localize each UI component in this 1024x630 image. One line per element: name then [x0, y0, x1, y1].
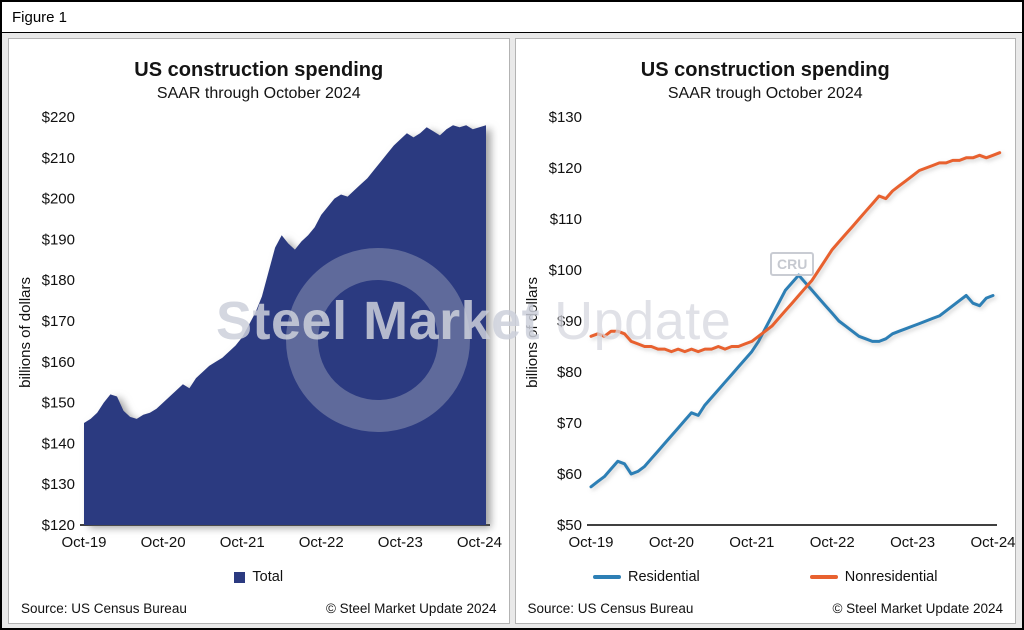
line-series-residential	[589, 273, 995, 489]
footer-row: Source: US Census Bureau © Steel Market …	[528, 601, 1004, 616]
area-series-total	[84, 125, 487, 525]
x-axis-tick-label: Oct-22	[299, 534, 344, 551]
y-axis-tick-label: $70	[557, 415, 582, 432]
nonresidential-legend-label: Nonresidential	[844, 569, 938, 585]
chart-title: US construction spending	[134, 59, 384, 81]
y-axis-tick-label: $100	[548, 262, 581, 279]
y-axis-tick-label: $220	[42, 109, 75, 126]
total-legend-label: Total	[252, 569, 284, 585]
y-axis-tick-label: $130	[42, 476, 75, 493]
footer-row: Source: US Census Bureau © Steel Market …	[21, 601, 497, 616]
x-axis-tick-label: Oct-23	[378, 534, 423, 551]
chart-title: US construction spending	[640, 59, 890, 81]
y-axis-tick-label: $190	[42, 231, 75, 248]
y-axis-tick-label: $140	[42, 435, 75, 452]
y-axis-tick-label: $170	[42, 313, 75, 330]
x-axis-tick-label: Oct-22	[809, 534, 854, 551]
x-axis-tick-label: Oct-19	[568, 534, 613, 551]
chart-area-total: billions of dollars $120 $130 $140 $150 $160…	[17, 109, 502, 555]
x-axis-tick-label: Oct-24	[457, 534, 502, 551]
nonresidential-legend-swatch	[809, 575, 838, 579]
chart-area-res-nonres: billions of dollars $50 $60 $70 $80 $90 $100 $…	[523, 109, 1016, 555]
x-axis-tick-label: Oct-19	[62, 534, 107, 551]
line-series-nonresidential	[589, 151, 1001, 354]
y-axis-tick-label: $180	[42, 272, 75, 289]
legend-item-residential: Residential	[593, 569, 700, 585]
y-axis-tick-label: $210	[42, 150, 75, 167]
x-axis-tick-label: Oct-21	[220, 534, 265, 551]
y-axis-label: billions of dollars	[17, 276, 35, 388]
chart-subtitle: SAAR trough October 2024	[667, 85, 863, 102]
x-axis-tick-label: Oct-21	[729, 534, 774, 551]
source-text: Source: US Census Bureau	[21, 601, 187, 616]
y-axis-tick-label: $120	[42, 517, 75, 534]
x-axis-tick-label: Oct-20	[141, 534, 186, 551]
x-axis-tick-label: Oct-23	[890, 534, 935, 551]
total-legend-swatch	[234, 571, 246, 583]
y-axis-tick-label: $90	[557, 313, 582, 330]
residential-legend-swatch	[593, 575, 622, 579]
chart-panel-total: US construction spending SAAR through Oc…	[8, 38, 510, 624]
y-axis-tick-label: $110	[549, 211, 581, 228]
y-axis-tick-label: $200	[42, 191, 75, 208]
chart-subtitle: SAAR through October 2024	[156, 85, 361, 102]
x-axis-tick-label: Oct-24	[970, 534, 1015, 551]
y-axis-label: billions of dollars	[523, 276, 541, 388]
legend-item-nonresidential: Nonresidential	[809, 569, 938, 585]
y-axis-tick-label: $160	[42, 354, 75, 371]
legend-res-nonres: Residential Nonresidential	[593, 569, 937, 585]
y-axis-tick-label: $120	[548, 160, 581, 177]
chart-panel-res-nonres: US construction spending SAAR trough Oct…	[514, 38, 1016, 624]
residential-legend-label: Residential	[628, 569, 700, 585]
y-axis-tick-label: $60	[557, 466, 582, 483]
legend-total: Total	[234, 569, 283, 585]
total-area-chart: $120 $130 $140 $150 $160 $170 $180 $190 $200 $210…	[42, 109, 502, 551]
y-axis-tick-label: $50	[557, 517, 582, 534]
y-axis-tick-label: $150	[42, 395, 75, 412]
y-axis-tick-label: $80	[557, 364, 582, 381]
figure-header: Figure 1	[2, 2, 1022, 33]
figure-label: Figure 1	[12, 9, 68, 26]
y-axis-tick-label: $130	[548, 109, 581, 126]
copyright-text: © Steel Market Update 2024	[325, 601, 497, 616]
source-text: Source: US Census Bureau	[527, 601, 694, 616]
residential-nonresidential-line-chart: $50 $60 $70 $80 $90 $100 $110 $120 $130 Oct-19 Oct…	[548, 109, 1015, 551]
legend-item-total: Total	[234, 569, 283, 585]
chart-panels: US construction spending SAAR through Oc…	[8, 38, 1016, 624]
copyright-text: © Steel Market Update 2024	[832, 601, 1003, 616]
x-axis-tick-label: Oct-20	[649, 534, 694, 551]
